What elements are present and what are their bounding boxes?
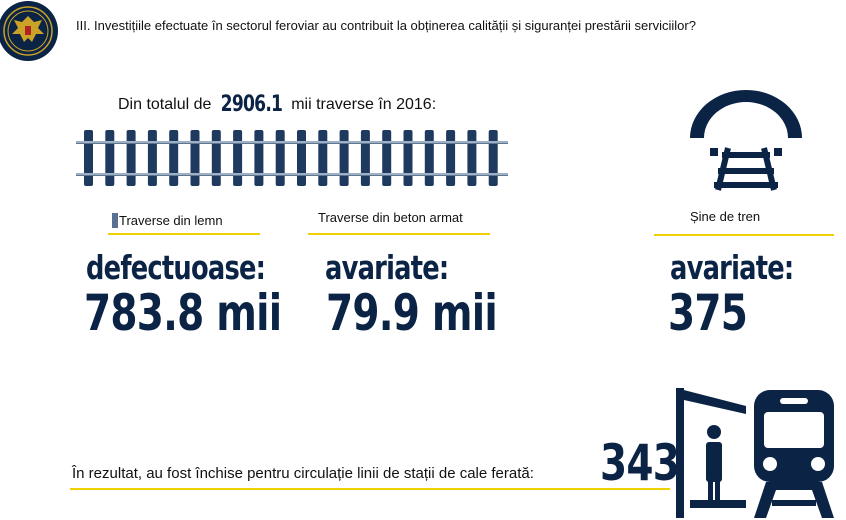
- underline-rails: [654, 234, 834, 236]
- railway-tie: [254, 130, 264, 186]
- footer-text: În rezultat, au fost închise pentru circ…: [72, 465, 534, 482]
- railway-tie: [360, 130, 370, 186]
- railway-tie: [382, 130, 392, 186]
- railway-tie: [211, 130, 221, 186]
- value-rails: 375: [668, 284, 748, 342]
- railway-tie: [169, 130, 179, 186]
- question-title: III. Investițiile efectuate în sectorul …: [76, 18, 696, 33]
- intro-prefix: Din totalul de: [118, 96, 216, 113]
- railway-tie: [446, 130, 456, 186]
- intro-total: 2906.1: [220, 92, 283, 117]
- railway-tie: [488, 130, 498, 186]
- railway-tie: [275, 130, 285, 186]
- emblem-icon: [0, 1, 58, 61]
- underline-wood: [108, 233, 260, 235]
- intro-text: Din totalul de 2906.1 mii traverse în 20…: [118, 92, 436, 117]
- label-rails: avariate:: [670, 248, 794, 287]
- railway-tie: [147, 130, 157, 186]
- railway-tie: [424, 130, 434, 186]
- passenger-icon: [706, 425, 722, 502]
- category-wood: Traverse din lemn: [112, 213, 223, 228]
- label-wood: defectuoase:: [86, 248, 266, 287]
- text-cursor: [112, 213, 118, 228]
- footer-underline: [70, 488, 670, 490]
- value-wood: 783.8 mii: [84, 284, 282, 342]
- railway-tie: [84, 130, 93, 186]
- value-concrete: 79.9 mii: [326, 284, 498, 342]
- railway-tie: [233, 130, 243, 186]
- railway-tie: [126, 130, 136, 186]
- railway-track-icon: [76, 130, 508, 186]
- category-rails: Șine de tren: [690, 209, 761, 224]
- railway-tie: [105, 130, 115, 186]
- footer-value: 343: [600, 434, 680, 492]
- railway-tie: [297, 130, 306, 186]
- rail-tunnel-icon: [690, 90, 802, 191]
- train-station-icon: [676, 388, 746, 518]
- railway-tie: [403, 130, 413, 186]
- underline-concrete: [308, 233, 490, 235]
- railway-tie: [190, 130, 200, 186]
- train-icon: [754, 390, 834, 518]
- category-concrete: Traverse din beton armat: [318, 210, 463, 225]
- railway-tie: [339, 130, 349, 186]
- railway-tie: [318, 130, 328, 186]
- label-concrete: avariate:: [325, 248, 449, 287]
- intro-suffix: mii traverse în 2016:: [286, 96, 437, 113]
- railway-tie: [467, 130, 477, 186]
